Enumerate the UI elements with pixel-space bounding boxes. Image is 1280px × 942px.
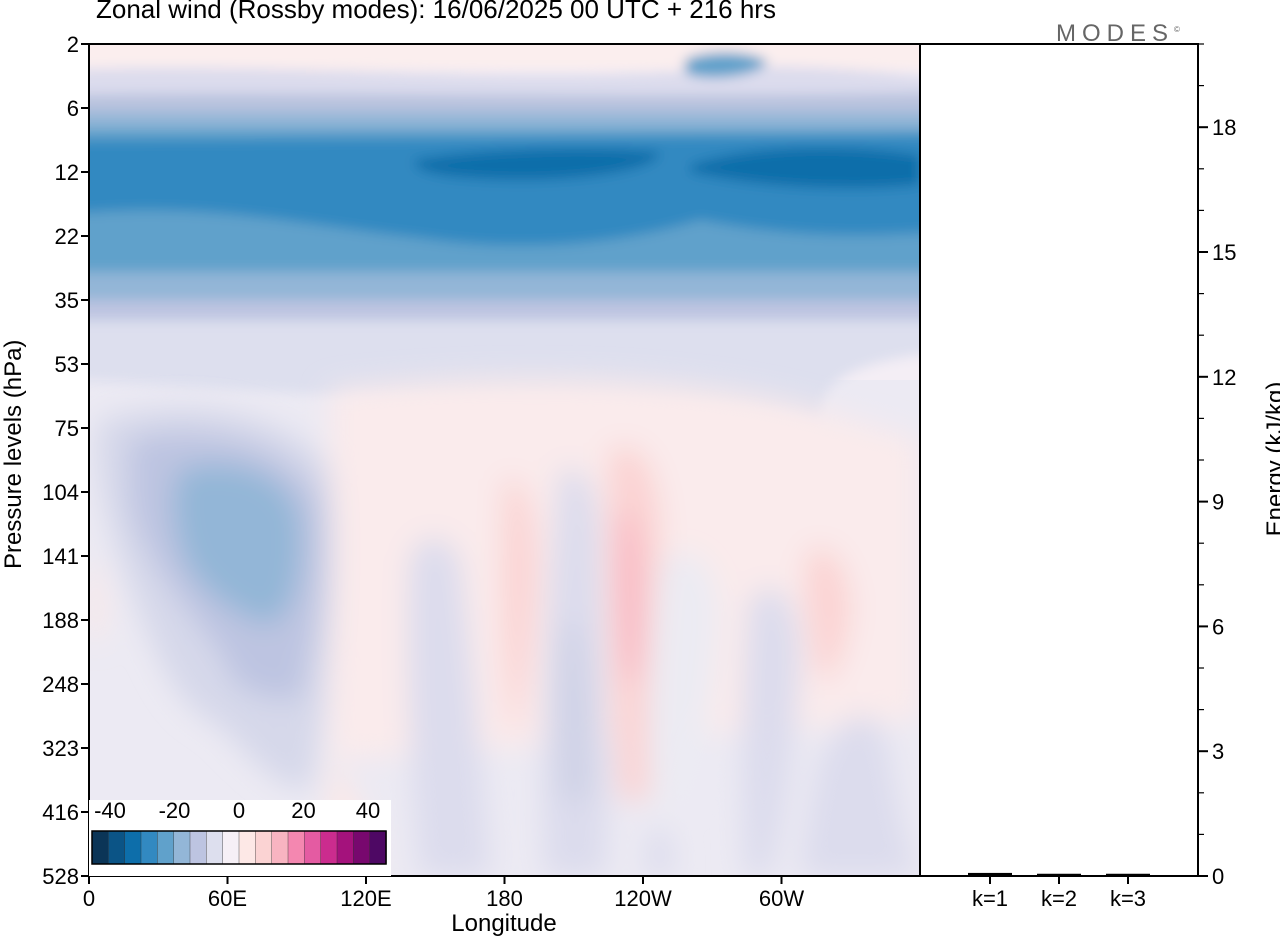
colorbar-legend: -40 -20 0 20 40 bbox=[89, 798, 391, 876]
y-tick-label: 53 bbox=[55, 352, 79, 377]
colorbar-swatch bbox=[353, 830, 371, 865]
longitude-axis: 0 60E 120E 180 120W 60W bbox=[83, 876, 804, 911]
colorbar-label: -20 bbox=[159, 798, 191, 823]
colorbar-swatch bbox=[255, 830, 273, 865]
y-tick-label: 528 bbox=[42, 864, 79, 889]
y-tick-label: 22 bbox=[55, 224, 79, 249]
colorbar-swatch bbox=[173, 830, 191, 865]
y-tick-label: 323 bbox=[42, 736, 79, 761]
y-axis-label: Pressure levels (hPa) bbox=[0, 339, 27, 569]
x-tick-label: 120E bbox=[340, 886, 391, 911]
energy-axis-label: Energy (kJ/kg) bbox=[1262, 381, 1280, 537]
energy-bar bbox=[968, 872, 1012, 875]
y-tick-label: 75 bbox=[55, 416, 79, 441]
y-tick-label: 6 bbox=[67, 96, 79, 121]
colorbar-swatch bbox=[206, 830, 224, 865]
y-tick-label: 416 bbox=[42, 800, 79, 825]
energy-bar-label: k=1 bbox=[972, 886, 1008, 911]
colorbar-swatch bbox=[271, 830, 289, 865]
colorbar-swatch bbox=[91, 830, 110, 865]
y-tick-label: 188 bbox=[42, 608, 79, 633]
colorbar-swatch bbox=[287, 830, 306, 865]
x-tick-label: 60W bbox=[759, 886, 804, 911]
colorbar-swatch bbox=[140, 830, 159, 865]
energy-tick-label: 18 bbox=[1212, 115, 1236, 140]
pressure-axis: 2 6 12 22 35 53 75 104 141 188 248 323 416 528 bbox=[42, 32, 89, 889]
x-tick-label: 180 bbox=[486, 886, 523, 911]
brand-mark: © bbox=[1174, 25, 1180, 34]
energy-tick-label: 9 bbox=[1212, 490, 1224, 515]
y-tick-label: 141 bbox=[42, 544, 79, 569]
colorbar-swatch bbox=[189, 830, 208, 865]
energy-tick-label: 6 bbox=[1212, 614, 1224, 639]
colorbar-label: 20 bbox=[291, 798, 315, 823]
colorbar-swatch bbox=[238, 830, 257, 865]
y-tick-label: 12 bbox=[55, 160, 79, 185]
chart-title: Zonal wind (Rossby modes): 16/06/2025 00… bbox=[96, 0, 776, 24]
energy-tick-label: 15 bbox=[1212, 240, 1236, 265]
brand-logo: MODES© bbox=[1056, 20, 1180, 48]
energy-axis: 0 3 6 9 12 15 18 bbox=[1198, 43, 1236, 889]
energy-panel bbox=[920, 44, 1198, 876]
colorbar-swatch bbox=[320, 830, 338, 865]
y-tick-label: 248 bbox=[42, 672, 79, 697]
colorbar-swatch bbox=[369, 830, 387, 865]
y-tick-label: 2 bbox=[67, 32, 79, 57]
energy-tick-label: 12 bbox=[1212, 365, 1236, 390]
colorbar-swatch bbox=[157, 830, 175, 865]
energy-tick-label: 0 bbox=[1212, 864, 1224, 889]
energy-bar-label: k=3 bbox=[1110, 886, 1146, 911]
colorbar-label: -40 bbox=[94, 798, 126, 823]
y-tick-label: 35 bbox=[55, 288, 79, 313]
x-tick-label: 120W bbox=[614, 886, 672, 911]
brand-name: MODES bbox=[1056, 20, 1175, 47]
colorbar-swatch bbox=[108, 830, 126, 865]
energy-bar-label: k=2 bbox=[1041, 886, 1077, 911]
energy-tick-label: 3 bbox=[1212, 739, 1224, 764]
colorbar-swatch bbox=[304, 830, 322, 865]
x-axis-label: Longitude bbox=[451, 910, 557, 937]
x-tick-label: 60E bbox=[208, 886, 247, 911]
x-tick-label: 0 bbox=[83, 886, 95, 911]
colorbar-label: 0 bbox=[233, 798, 245, 823]
colorbar-swatch bbox=[222, 830, 240, 865]
y-tick-label: 104 bbox=[42, 480, 79, 505]
colorbar-swatch bbox=[336, 830, 355, 865]
colorbar-label: 40 bbox=[356, 798, 380, 823]
zonal-wind-contour-plot bbox=[89, 44, 920, 876]
energy-bar bbox=[1106, 873, 1150, 876]
energy-bar bbox=[1037, 873, 1081, 876]
energy-bars: k=1 k=2 k=3 bbox=[968, 872, 1150, 911]
colorbar-swatch bbox=[124, 830, 142, 865]
